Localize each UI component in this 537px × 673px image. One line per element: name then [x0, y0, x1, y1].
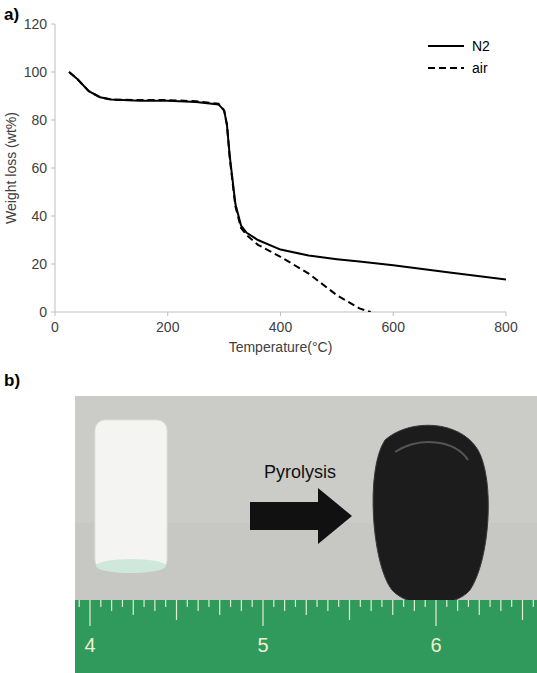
- foam-base: [96, 559, 166, 573]
- ruler-tick: [468, 600, 469, 607]
- y-tick-label: 80: [31, 112, 47, 128]
- x-tick: [506, 312, 507, 316]
- ruler-tick: [360, 600, 361, 607]
- carbon-highlight: [395, 442, 468, 460]
- y-tick: [51, 120, 55, 121]
- ruler-label: 4: [84, 634, 95, 656]
- panel-label: b): [4, 371, 20, 390]
- ruler-tick: [241, 600, 242, 611]
- legend-label: N2: [472, 38, 490, 54]
- arrow-label: Pyrolysis: [264, 462, 336, 482]
- ruler-tick: [295, 600, 296, 607]
- carbon-piece: [373, 425, 488, 604]
- ruler-label: 5: [257, 634, 268, 656]
- plot-area: [69, 72, 506, 312]
- ruler-tick: [392, 600, 393, 615]
- x-tick: [280, 312, 281, 316]
- ruler-tick: [457, 600, 458, 611]
- ruler-tick: [165, 600, 166, 607]
- ruler-tick: [100, 600, 101, 607]
- ruler-tick: [252, 600, 253, 607]
- x-tick: [393, 312, 394, 316]
- ruler-tick: [230, 600, 231, 607]
- ruler-tick: [284, 600, 285, 611]
- ruler-tick: [154, 600, 155, 611]
- ruler-tick: [338, 600, 339, 607]
- ruler-tick: [316, 600, 317, 607]
- y-tick-label: 20: [31, 256, 47, 272]
- ruler-tick: [403, 600, 404, 607]
- panel-label: a): [4, 5, 19, 24]
- y-tick-label: 40: [31, 208, 47, 224]
- ruler: [75, 600, 537, 673]
- y-tick: [51, 216, 55, 217]
- ruler-tick: [479, 600, 480, 615]
- ruler-tick: [381, 600, 382, 607]
- ruler-tick: [446, 600, 447, 607]
- ruler-tick: [425, 600, 426, 607]
- y-tick: [51, 24, 55, 25]
- x-axis-title: Temperature(°C): [229, 339, 333, 355]
- ruler-tick: [133, 600, 134, 615]
- y-tick-label: 60: [31, 160, 47, 176]
- photo-background: [75, 396, 537, 673]
- x-tick: [55, 312, 56, 316]
- x-tick-label: 400: [269, 319, 293, 335]
- series-line: [69, 72, 506, 280]
- x-tick-label: 600: [382, 319, 406, 335]
- ruler-tick: [349, 600, 350, 620]
- ruler-tick: [500, 600, 501, 611]
- y-axis-title: Weight loss (wt%): [3, 112, 19, 224]
- y-tick: [51, 168, 55, 169]
- ruler-tick: [143, 600, 144, 607]
- ruler-tick: [522, 600, 523, 620]
- y-tick-label: 120: [24, 16, 48, 32]
- ruler-tick: [198, 600, 199, 611]
- x-tick-label: 200: [156, 319, 180, 335]
- ruler-tick: [89, 600, 90, 626]
- ruler-tick: [187, 600, 188, 607]
- ruler-tick: [306, 600, 307, 615]
- ruler-tick: [273, 600, 274, 607]
- ruler-tick: [327, 600, 328, 611]
- x-tick: [167, 312, 168, 316]
- y-tick: [51, 72, 55, 73]
- y-tick-label: 100: [24, 64, 48, 80]
- ruler-tick: [111, 600, 112, 611]
- ruler-tick: [533, 600, 534, 607]
- ruler-tick: [176, 600, 177, 620]
- ruler-tick: [262, 600, 263, 626]
- ruler-tick: [435, 600, 436, 626]
- arrow: [250, 488, 352, 544]
- y-tick: [51, 312, 55, 313]
- ruler-tick: [414, 600, 415, 611]
- ruler-tick: [79, 600, 80, 607]
- legend-swatch: [428, 45, 464, 47]
- ruler-tick: [511, 600, 512, 607]
- ruler-tick: [489, 600, 490, 607]
- ruler-tick: [371, 600, 372, 611]
- ruler-tick: [208, 600, 209, 607]
- y-tick: [51, 264, 55, 265]
- ruler-label: 6: [430, 634, 441, 656]
- legend-swatch: [428, 67, 464, 69]
- y-tick-label: 0: [39, 304, 47, 320]
- x-tick-label: 0: [51, 319, 59, 335]
- series-line: [69, 72, 371, 312]
- ruler-tick: [122, 600, 123, 607]
- legend-label: air: [472, 60, 488, 76]
- foam-cylinder: [95, 420, 167, 570]
- ruler-tick: [219, 600, 220, 615]
- x-tick-label: 800: [494, 319, 518, 335]
